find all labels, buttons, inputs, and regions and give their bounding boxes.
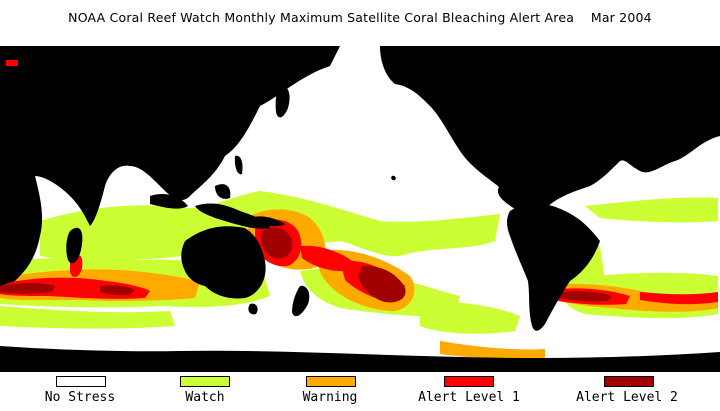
legend-swatch-no-stress: [56, 376, 106, 387]
arctic-marker: [6, 60, 18, 66]
map-title: NOAA Coral Reef Watch Monthly Maximum Sa…: [0, 10, 720, 25]
title-date: Mar 2004: [590, 10, 652, 25]
land-masses: [0, 46, 720, 372]
title-text: NOAA Coral Reef Watch Monthly Maximum Sa…: [68, 10, 575, 25]
legend-label-watch: Watch: [185, 390, 225, 405]
legend-label-warning: Warning: [302, 390, 358, 405]
legend-swatch-watch: [180, 376, 230, 387]
legend-swatch-alert-level-2: [604, 376, 654, 387]
legend-label-alert-level-1: Alert Level 1: [418, 390, 520, 405]
alert-level-2-areas: [0, 227, 612, 303]
bleaching-alert-map: [0, 46, 720, 372]
legend-label-alert-level-2: Alert Level 2: [576, 390, 678, 405]
legend-swatch-warning: [306, 376, 356, 387]
legend-label-no-stress: No Stress: [44, 390, 116, 405]
legend-swatch-alert-level-1: [444, 376, 494, 387]
